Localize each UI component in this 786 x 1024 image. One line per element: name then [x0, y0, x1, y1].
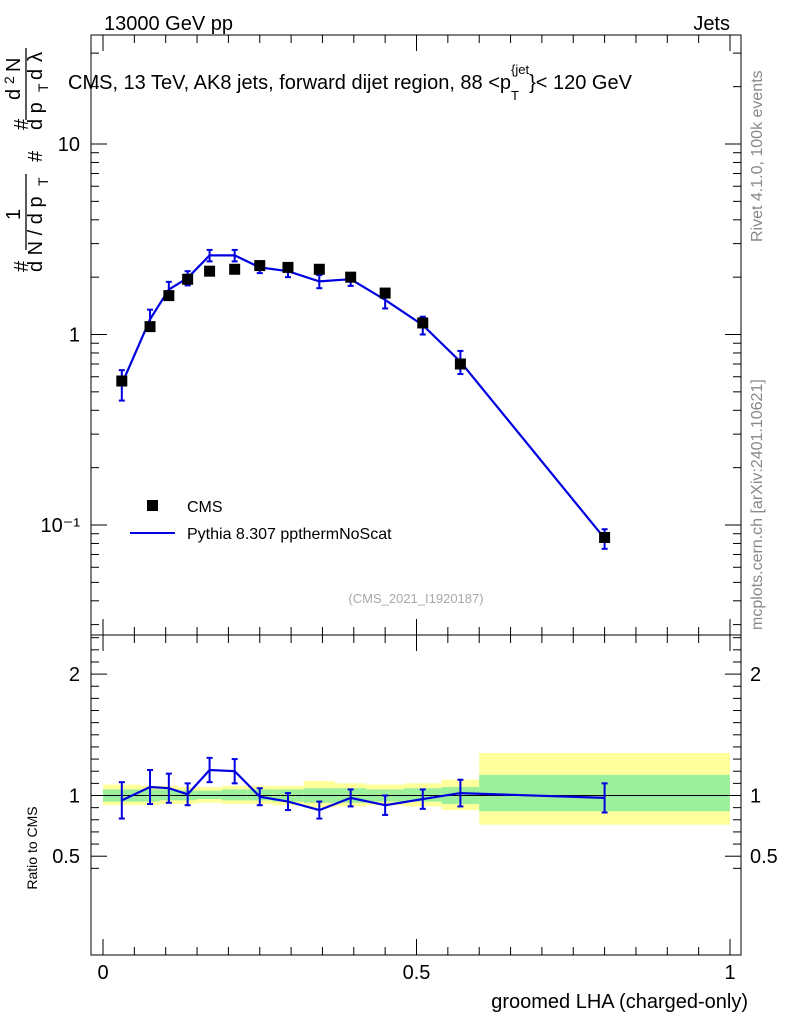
cms-point — [454, 358, 466, 370]
legend-label-cms: CMS — [187, 499, 223, 516]
legend-marker-cms — [147, 500, 158, 511]
svg-text:d: d — [25, 69, 47, 80]
svg-text:T: T — [35, 177, 51, 186]
side-label-top: Rivet 4.1.0, 100k events — [749, 70, 766, 242]
svg-text:#: # — [11, 260, 33, 272]
legend: CMS Pythia 8.307 ppthermNoScat — [130, 499, 392, 543]
cms-point — [282, 261, 294, 273]
ratio-y-tick-label-right: 1 — [750, 786, 761, 808]
cms-point — [116, 375, 128, 387]
y-tick-label: 10⁻¹ — [41, 515, 81, 537]
cms-point — [599, 531, 611, 543]
svg-text:2: 2 — [1, 76, 17, 84]
ratio-y-tick-label-right: 2 — [750, 664, 761, 686]
ratio-band-inner — [197, 790, 223, 800]
ratio-bands — [103, 753, 730, 825]
cms-point — [182, 273, 194, 285]
cms-point — [163, 290, 175, 302]
main-frame — [90, 34, 742, 636]
header-left: 13000 GeV pp — [104, 13, 233, 35]
svg-text:1: 1 — [3, 209, 25, 220]
main-ylabel: # d N / d p T 1 # # d p T d λ d 2 N — [1, 48, 51, 272]
main-title: CMS, 13 TeV, AK8 jets, forward dijet reg… — [68, 62, 633, 103]
x-tick-label: 0 — [97, 962, 108, 984]
ratio-frame — [90, 634, 742, 956]
cms-point — [379, 287, 391, 299]
ratio-y-tick-label-right: 0.5 — [750, 846, 778, 868]
watermark: (CMS_2021_I1920187) — [348, 591, 483, 606]
y-tick-label: 1 — [69, 325, 80, 347]
ratio-band-inner — [222, 789, 248, 801]
ratio-xlabel: groomed LHA (charged-only) — [491, 991, 748, 1013]
ratio-ylabel: Ratio to CMS — [24, 806, 40, 889]
x-tick-label: 1 — [724, 962, 735, 984]
ratio-y-tick-label: 1 — [69, 786, 80, 808]
cms-point — [254, 260, 266, 272]
side-label-bottom: mcplots.cern.ch [arXiv:2401.10621] — [749, 379, 766, 630]
svg-text:d: d — [3, 89, 25, 100]
mc-line — [120, 254, 606, 540]
svg-text:d N / d p: d N / d p — [25, 196, 47, 272]
y-tick-label: 10 — [58, 134, 80, 156]
ratio-y-tick-label: 0.5 — [52, 846, 80, 868]
ratio-y-tick-label: 2 — [69, 664, 80, 686]
ratio-series — [118, 756, 608, 820]
svg-text:N: N — [3, 58, 25, 72]
cms-point — [313, 263, 325, 275]
main-ticks: 10⁻¹ 1 10 — [41, 35, 741, 635]
x-tick-label: 0.5 — [403, 962, 431, 984]
svg-text:d p: d p — [25, 102, 47, 130]
main-series — [116, 248, 611, 550]
cms-point — [144, 321, 156, 333]
ratio-ticks: 0.5 0.5 1 1 2 2 0 0.5 1 — [52, 635, 778, 984]
header-right: Jets — [693, 13, 730, 35]
svg-text:#: # — [25, 150, 47, 162]
svg-text:λ: λ — [25, 52, 47, 62]
svg-text:#: # — [11, 118, 33, 130]
cms-point — [204, 265, 216, 277]
svg-text:T: T — [35, 83, 51, 92]
cms-point — [229, 263, 241, 275]
cms-point — [417, 317, 429, 329]
cms-point — [345, 271, 357, 283]
ratio-line — [121, 768, 605, 812]
legend-label-pythia: Pythia 8.307 ppthermNoScat — [187, 526, 392, 543]
